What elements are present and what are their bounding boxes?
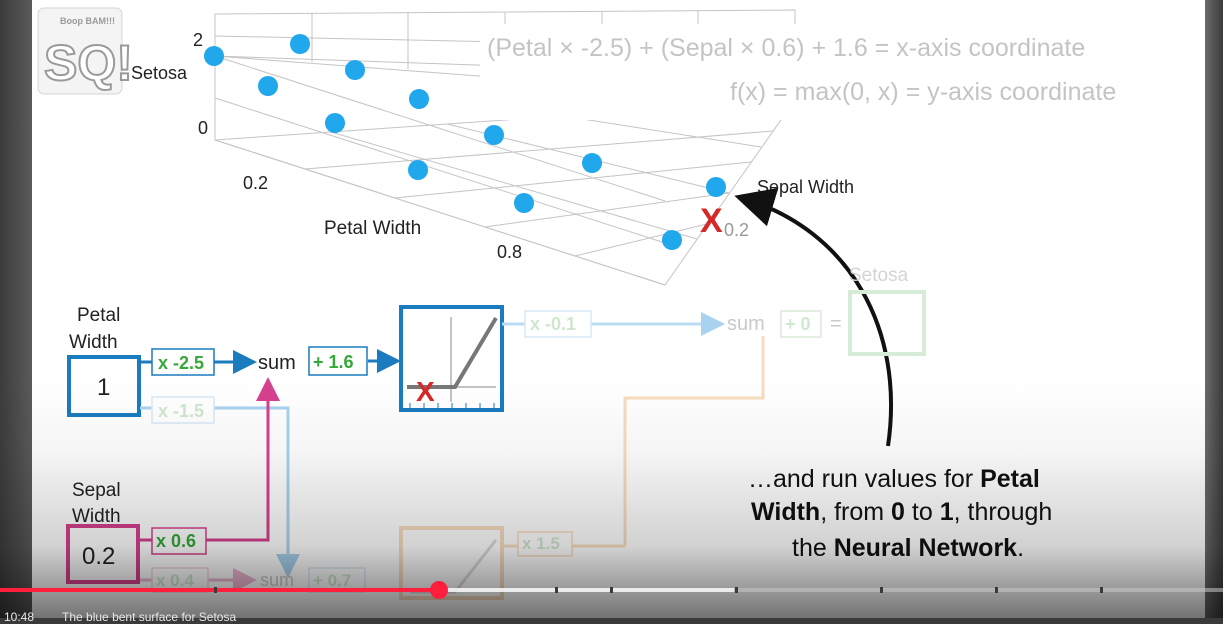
player-status: 10:48 The blue bent surface for Setosa: [4, 610, 236, 624]
chapter-title[interactable]: The blue bent surface for Setosa: [62, 610, 237, 624]
y-tick-0: 0: [198, 118, 208, 138]
output-label: Setosa: [849, 265, 909, 286]
formula-line-y: f(x) = max(0, x) = y-axis coordinate: [730, 78, 1116, 106]
activation-x-marker: X: [416, 376, 435, 407]
bias-box: [308, 346, 368, 376]
sum-out-label: sum: [727, 313, 765, 335]
statquest-logo-icon: SQ! Boop BAM!!!: [37, 7, 134, 95]
y-tick-2: 2: [193, 30, 203, 50]
weight-label: x 0.6: [156, 531, 196, 551]
input1-label-line2: Width: [69, 332, 118, 353]
weight-label: x 1.5: [522, 534, 560, 553]
x-tick-0-2: 0.2: [243, 173, 268, 193]
chapter-marker: [1100, 587, 1103, 593]
chapter-marker: [880, 587, 883, 593]
weight-label: x -2.5: [158, 353, 204, 373]
chapter-marker: [555, 587, 558, 593]
bias-out-label: + 0: [785, 314, 811, 334]
sum2-label: sum: [260, 570, 294, 590]
formula-line-x: (Petal × -2.5) + (Sepal × 0.6) + 1.6 = x…: [487, 34, 1085, 62]
logo-small-text: Boop BAM!!!: [60, 16, 115, 26]
progress-scrubber-handle[interactable]: [430, 581, 449, 599]
y-axis-label: Setosa: [131, 63, 188, 83]
caption: …and run values for Petal Width, from 0 …: [748, 465, 1052, 562]
caption-line-2: Width, from 0 to 1, through: [751, 498, 1052, 526]
input1-value: 1: [97, 374, 110, 401]
weight-box: [151, 348, 215, 376]
x-axis-label: Petal Width: [324, 218, 421, 239]
equals-sign: =: [830, 313, 842, 335]
time-display: 10:48: [4, 610, 35, 624]
caption-line-1: …and run values for Petal: [748, 465, 1040, 493]
data-point: [514, 193, 534, 213]
progress-played: [0, 588, 440, 592]
data-point: [662, 230, 682, 250]
caption-line-3: the Neural Network.: [792, 534, 1024, 562]
chapter-marker: [995, 587, 998, 593]
plot-data-points: [204, 34, 726, 250]
weight-label: x -1.5: [158, 401, 204, 421]
input2-value: 0.2: [82, 543, 115, 570]
data-point: [204, 46, 224, 66]
z-tick: 0.2: [724, 220, 749, 240]
input2-label-line1: Sepal: [72, 480, 121, 501]
data-point: [408, 160, 428, 180]
formula-box: (Petal × -2.5) + (Sepal × 0.6) + 1.6 = x…: [480, 24, 1200, 120]
data-point: [409, 89, 429, 109]
data-point: [325, 113, 345, 133]
logo-text: SQ!: [44, 35, 133, 91]
chapter-marker: [214, 587, 217, 593]
data-point: [582, 153, 602, 173]
weight-label: x -0.1: [530, 314, 576, 334]
sum1-label: sum: [258, 352, 296, 374]
plot-labels: 2 0 Setosa 0.2 0.8 Petal Width Sepal Wid…: [131, 30, 854, 262]
output-box: [848, 290, 926, 356]
plot-x-marker: X: [700, 202, 723, 240]
data-point: [290, 34, 310, 54]
chapter-marker: [610, 587, 613, 593]
input1-label-line1: Petal: [77, 305, 120, 326]
input2-label-line2: Width: [72, 506, 121, 527]
data-point: [484, 125, 504, 145]
z-axis-label: Sepal Width: [757, 177, 854, 197]
x-tick-0-8: 0.8: [497, 242, 522, 262]
bias1-label: + 1.6: [313, 352, 354, 372]
data-point: [706, 177, 726, 197]
data-point: [345, 60, 365, 80]
data-point: [258, 76, 278, 96]
chapter-marker: [735, 587, 738, 593]
